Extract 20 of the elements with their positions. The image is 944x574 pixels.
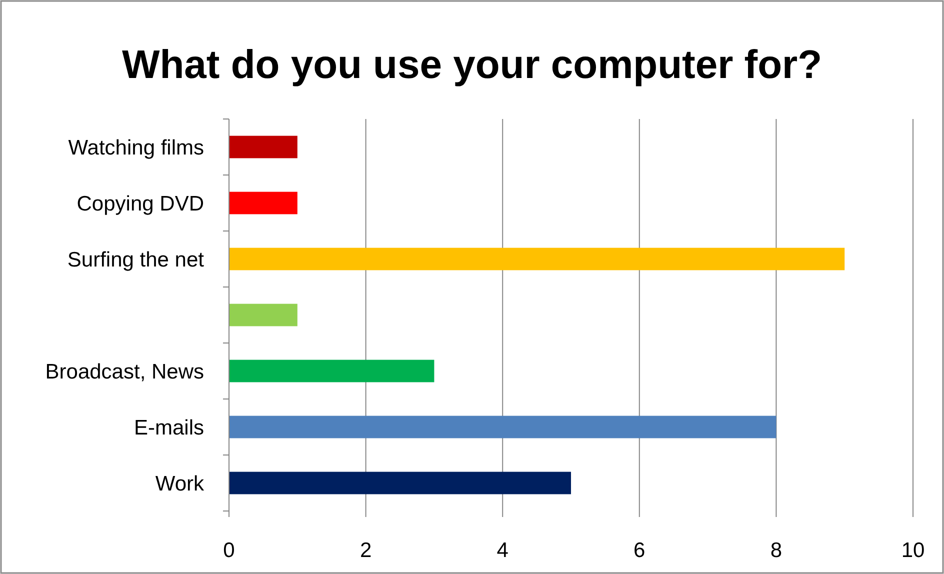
- bar: [229, 248, 845, 270]
- y-tick-label: Work: [155, 472, 204, 496]
- y-tick-label: E-mails: [134, 416, 204, 440]
- bar: [229, 304, 298, 326]
- x-tick-label: 2: [360, 539, 372, 562]
- x-tick-label: 8: [770, 539, 782, 562]
- bar: [229, 136, 298, 158]
- bar: [229, 472, 571, 494]
- y-tick-label: Watching films: [68, 136, 204, 160]
- x-tick-label: 6: [634, 539, 646, 562]
- bar: [229, 192, 298, 214]
- x-tick-label: 10: [901, 539, 925, 562]
- x-tick-label: 4: [496, 539, 509, 562]
- chart-title: What do you use your computer for?: [122, 43, 822, 87]
- y-tick-label: Copying DVD: [76, 192, 204, 216]
- bar: [229, 416, 776, 438]
- bar: [229, 360, 434, 382]
- x-tick-label: 0: [223, 539, 235, 562]
- y-tick-label: Surfing the net: [67, 248, 204, 272]
- y-tick-label: Broadcast, News: [45, 360, 204, 384]
